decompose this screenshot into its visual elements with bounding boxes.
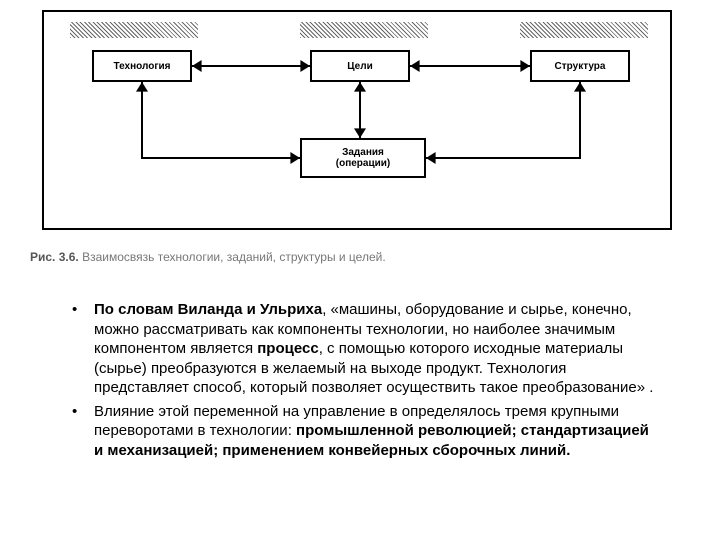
list-item: Влияние этой переменной на управление в … xyxy=(70,402,660,461)
caption-text: Взаимосвязь технологии, заданий, структу… xyxy=(82,250,386,264)
text-bold: процесс xyxy=(257,340,318,357)
bullet-list: По словам Виланда и Ульриха, «машины, об… xyxy=(70,300,660,464)
figure-caption: Рис. 3.6. Взаимосвязь технологии, задани… xyxy=(30,250,386,264)
list-item: По словам Виланда и Ульриха, «машины, об… xyxy=(70,300,660,398)
diagram-edges xyxy=(0,0,720,250)
caption-label: Рис. 3.6. xyxy=(30,250,79,264)
text-bold: По словам Виланда и Ульриха xyxy=(94,301,322,318)
